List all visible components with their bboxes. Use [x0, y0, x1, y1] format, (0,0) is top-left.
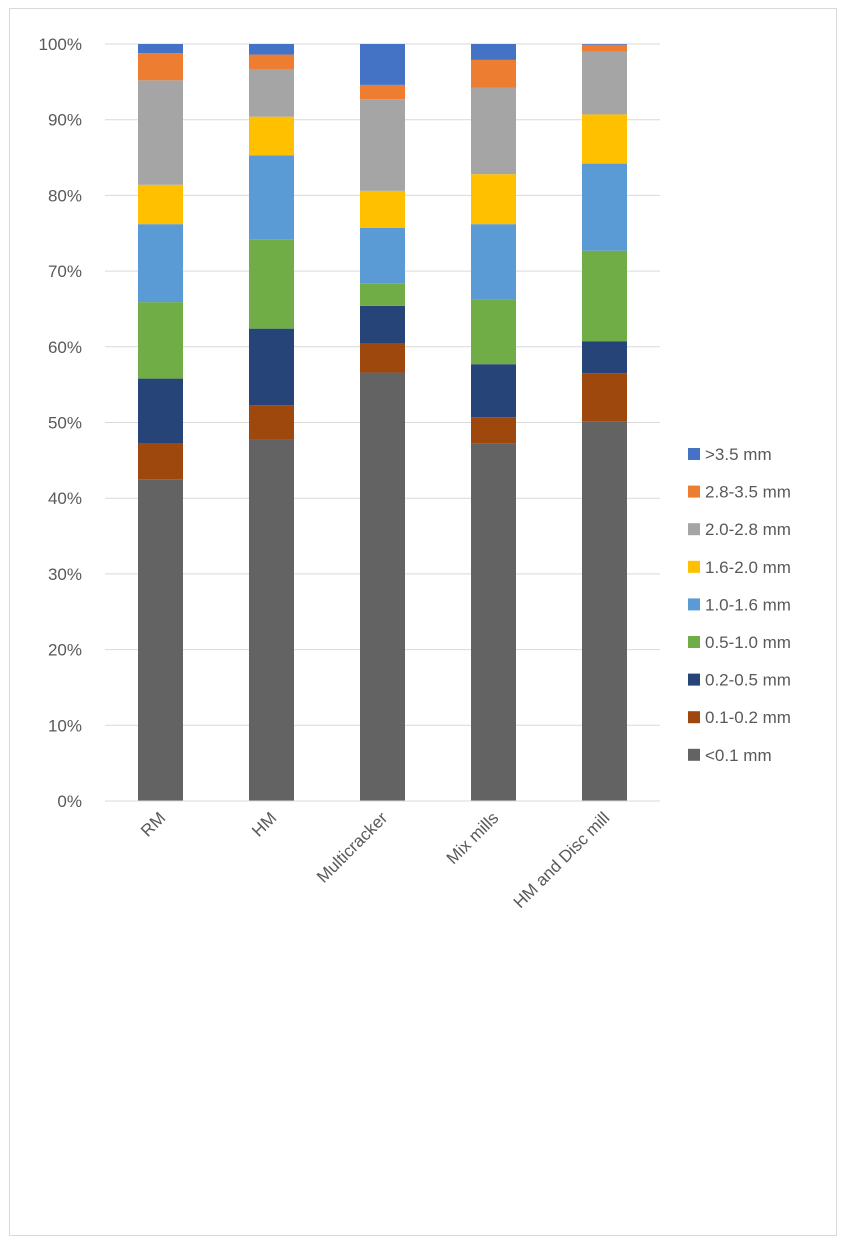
legend: >3.5 mm 2.8-3.5 mm 2.0-2.8 mm 1.6-2.0 mm 1.0…	[688, 445, 791, 765]
y-tick-label: 90%	[48, 111, 82, 130]
bar-segment	[138, 302, 183, 379]
bar-segment	[249, 54, 294, 69]
bar-segment	[582, 44, 627, 52]
bar-segment	[360, 227, 405, 284]
y-tick-label: 0%	[57, 792, 82, 811]
bar-segment	[360, 84, 405, 100]
bar-segment	[360, 372, 405, 801]
legend-label: 1.0-1.6 mm	[705, 595, 791, 614]
bar-segment	[582, 421, 627, 801]
bar-segment	[582, 51, 627, 115]
legend-swatch	[688, 523, 700, 536]
bar-segment	[138, 479, 183, 801]
bar-segment	[138, 224, 183, 303]
bar-segment	[249, 328, 294, 406]
bar-segment	[471, 224, 516, 300]
bar-segment	[471, 59, 516, 88]
bar-segment	[471, 417, 516, 444]
bar-segment	[138, 443, 183, 480]
bar-segment	[138, 80, 183, 185]
x-tick-label: Multicracker	[313, 808, 391, 886]
bar-segment	[249, 116, 294, 156]
bar-segment	[360, 44, 405, 85]
y-tick-label: 70%	[48, 262, 82, 281]
bar-segment	[138, 184, 183, 225]
legend-swatch	[688, 560, 700, 573]
legend-label: <0.1 mm	[705, 746, 772, 765]
x-tick-label: RM	[137, 808, 169, 840]
bar-segment	[582, 341, 627, 374]
bar-segment	[138, 53, 183, 81]
bar-segment	[471, 87, 516, 175]
bar-segment	[249, 405, 294, 440]
y-tick-label: 80%	[48, 186, 82, 205]
bar-segment	[582, 114, 627, 164]
y-tick-label: 60%	[48, 338, 82, 357]
legend-label: 2.0-2.8 mm	[705, 520, 791, 539]
bar-segment	[471, 174, 516, 225]
y-axis-ticks: 0% 10% 20% 30% 40% 50% 60% 70% 80% 90% 100%	[39, 35, 82, 811]
y-tick-label: 30%	[48, 565, 82, 584]
x-tick-label: HM and Disc mill	[510, 808, 614, 912]
legend-label: 0.1-0.2 mm	[705, 708, 791, 727]
legend-swatch	[688, 636, 700, 648]
bar-segment	[360, 190, 405, 228]
bars	[138, 44, 627, 801]
legend-swatch	[688, 673, 700, 686]
bar-segment	[582, 44, 627, 45]
bar-segment	[471, 44, 516, 60]
y-tick-label: 10%	[48, 716, 82, 735]
bar-segment	[249, 44, 294, 55]
bar-segment	[360, 343, 405, 373]
bar-segment	[582, 250, 627, 342]
bar-segment	[249, 439, 294, 801]
bar-segment	[249, 239, 294, 329]
x-tick-label: HM	[248, 808, 280, 840]
x-axis-ticks: RM HM Multicracker Mix mills HM and Disc mil…	[137, 808, 613, 912]
bar-segment	[249, 155, 294, 240]
legend-swatch	[688, 748, 700, 761]
y-tick-label: 40%	[48, 489, 82, 508]
y-tick-label: 20%	[48, 641, 82, 660]
chart-frame: 0% 10% 20% 30% 40% 50% 60% 70% 80% 90% 100% RM HM Mu…	[9, 8, 837, 1236]
bar-segment	[471, 364, 516, 418]
y-tick-label: 50%	[48, 414, 82, 433]
bar-segment	[249, 68, 294, 117]
bar-segment	[360, 305, 405, 344]
legend-label: 0.5-1.0 mm	[705, 633, 791, 652]
legend-swatch	[688, 485, 700, 498]
x-tick-label: Mix mills	[443, 808, 503, 868]
bar-segment	[582, 373, 627, 422]
bar-segment	[360, 283, 405, 306]
y-tick-label: 100%	[39, 35, 82, 54]
legend-swatch	[688, 448, 700, 460]
bar-segment	[138, 44, 183, 54]
legend-swatch	[688, 598, 700, 611]
bar-segment	[582, 163, 627, 251]
legend-label: 0.2-0.5 mm	[705, 671, 791, 690]
legend-label: 2.8-3.5 mm	[705, 483, 791, 502]
bar-segment	[360, 99, 405, 191]
bar-segment	[138, 378, 183, 444]
bar-segment	[471, 299, 516, 365]
bar-segment	[471, 443, 516, 801]
legend-swatch	[688, 711, 700, 724]
stacked-bar-chart: 0% 10% 20% 30% 40% 50% 60% 70% 80% 90% 100% RM HM Mu…	[39, 35, 791, 912]
legend-label: 1.6-2.0 mm	[705, 558, 791, 577]
legend-label: >3.5 mm	[705, 445, 772, 464]
